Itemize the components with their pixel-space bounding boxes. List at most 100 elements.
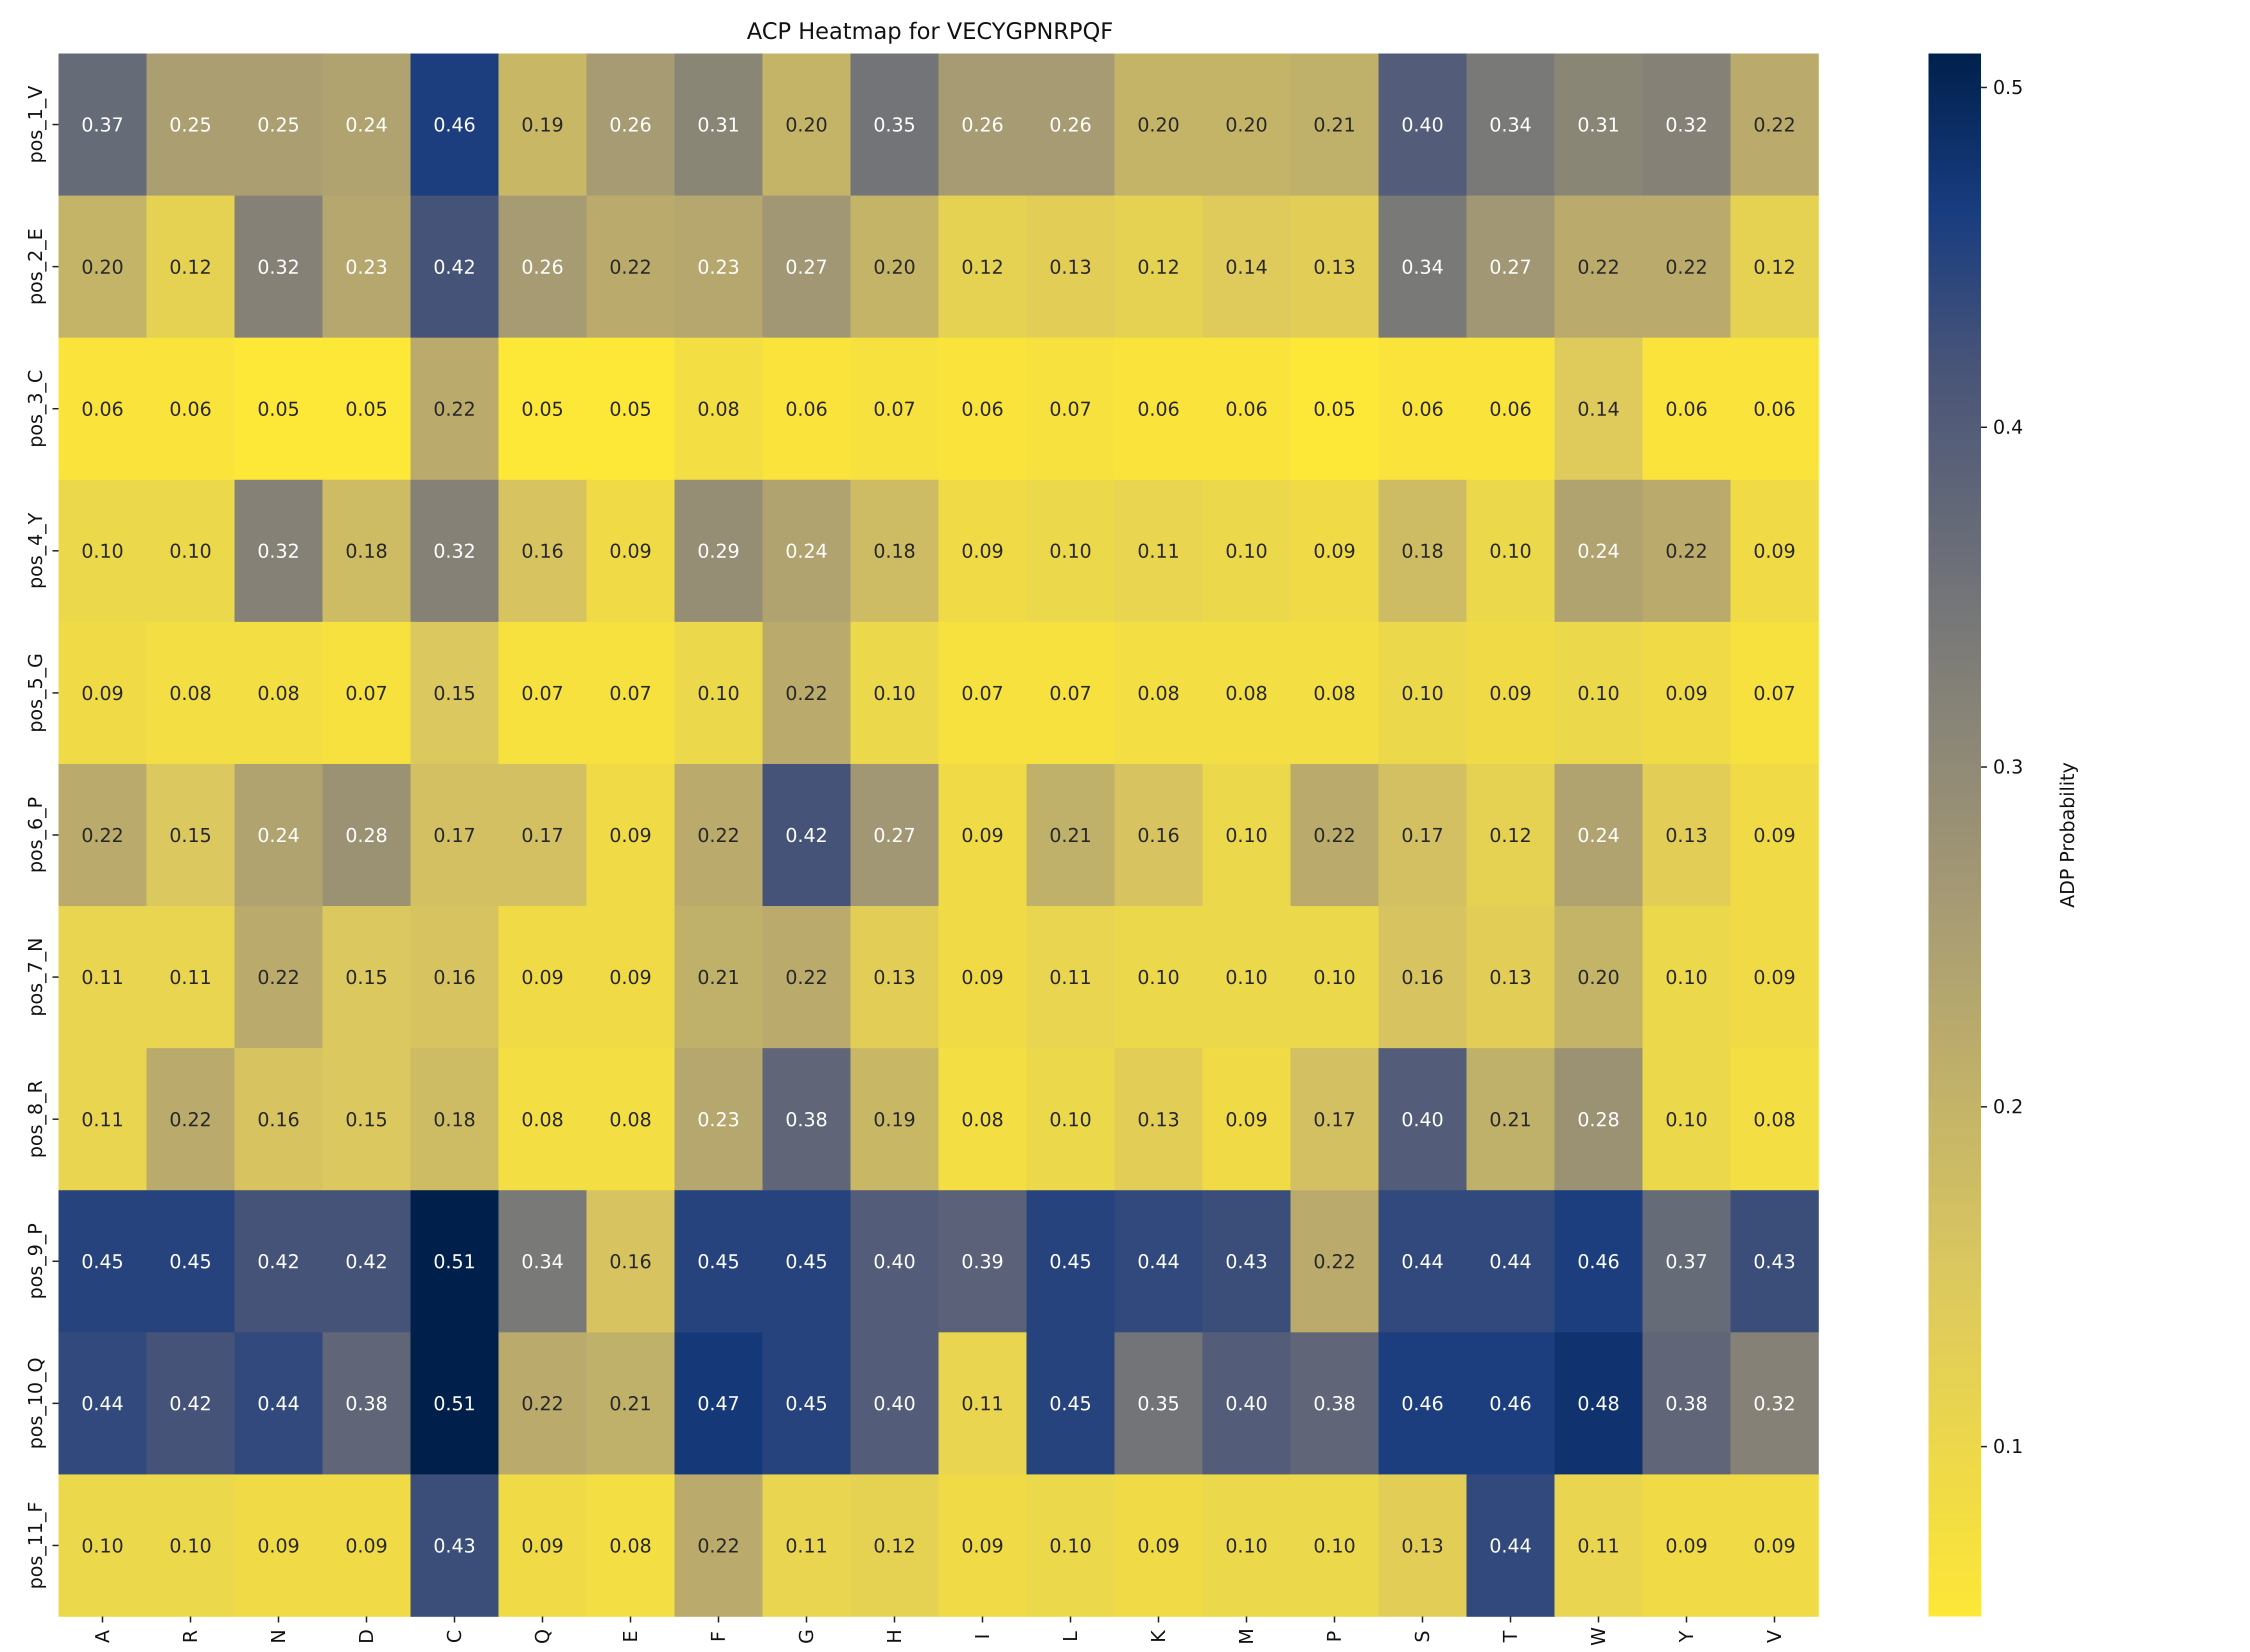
x-tick-label: I xyxy=(972,1634,994,1639)
cell-value-label: 0.18 xyxy=(434,1108,476,1130)
heatmap-cell xyxy=(498,906,587,1048)
heatmap-cell xyxy=(1554,906,1643,1048)
heatmap-cell xyxy=(850,1048,939,1191)
cell-value-label: 0.06 xyxy=(1490,398,1532,420)
heatmap-cell xyxy=(1202,196,1291,338)
cell-value-label: 0.34 xyxy=(1402,256,1444,278)
cell-value-label: 0.20 xyxy=(1578,966,1620,988)
heatmap-cell xyxy=(1466,338,1555,480)
cell-value-label: 0.11 xyxy=(1138,540,1180,562)
heatmap-cell xyxy=(1554,338,1643,480)
cell-value-label: 0.24 xyxy=(346,114,388,136)
cell-value-label: 0.12 xyxy=(962,256,1004,278)
cell-value-label: 0.09 xyxy=(522,1535,564,1557)
heatmap-cell xyxy=(234,1048,323,1191)
cell-value-label: 0.22 xyxy=(786,682,828,704)
cell-value-label: 0.14 xyxy=(1226,256,1268,278)
heatmap-cell xyxy=(762,764,851,906)
heatmap-cell xyxy=(58,1474,147,1617)
cell-value-label: 0.09 xyxy=(962,540,1004,562)
heatmap-cell xyxy=(234,338,323,480)
cell-value-label: 0.32 xyxy=(1754,1393,1796,1415)
heatmap-cell xyxy=(1554,1190,1643,1333)
heatmap-cell xyxy=(1114,1048,1203,1191)
cell-value-label: 0.09 xyxy=(522,966,564,988)
cell-value-label: 0.40 xyxy=(1402,1108,1444,1130)
cell-value-label: 0.09 xyxy=(962,824,1004,846)
cell-value-label: 0.08 xyxy=(1138,682,1180,704)
heatmap-cell xyxy=(410,1474,499,1617)
heatmap-cell xyxy=(674,1190,763,1333)
heatmap-cell xyxy=(1378,764,1467,906)
heatmap-cell xyxy=(1730,1048,1819,1191)
heatmap-cell xyxy=(938,480,1027,622)
cell-value-label: 0.08 xyxy=(962,1108,1004,1130)
cell-value-label: 0.29 xyxy=(698,540,740,562)
cell-value-label: 0.22 xyxy=(522,1393,564,1415)
heatmap-cell xyxy=(1730,338,1819,480)
cell-value-label: 0.07 xyxy=(1050,682,1092,704)
heatmap-cell xyxy=(850,622,939,764)
heatmap-cell xyxy=(1202,1048,1291,1191)
cell-value-label: 0.23 xyxy=(346,256,388,278)
cell-value-label: 0.10 xyxy=(1578,682,1620,704)
cell-value-label: 0.21 xyxy=(1050,824,1092,846)
heatmap-cell xyxy=(1642,196,1731,338)
x-tick-label: H xyxy=(884,1630,906,1644)
cell-value-label: 0.11 xyxy=(82,966,124,988)
heatmap-cell xyxy=(58,196,147,338)
cell-value-label: 0.46 xyxy=(1490,1393,1532,1415)
heatmap-cell xyxy=(410,622,499,764)
colorbar-tick-label: 0.5 xyxy=(1993,76,2023,98)
cell-value-label: 0.09 xyxy=(82,682,124,704)
cell-value-label: 0.11 xyxy=(82,1108,124,1130)
cell-value-label: 0.39 xyxy=(962,1251,1004,1273)
cell-value-label: 0.42 xyxy=(170,1393,212,1415)
heatmap-cells xyxy=(58,54,1819,1617)
cell-value-label: 0.21 xyxy=(698,966,740,988)
heatmap-cell xyxy=(498,1190,587,1333)
cell-value-label: 0.20 xyxy=(1138,114,1180,136)
heatmap-cell xyxy=(850,764,939,906)
x-tick-label: W xyxy=(1588,1627,1610,1646)
cell-value-label: 0.19 xyxy=(522,114,564,136)
cell-value-label: 0.45 xyxy=(786,1393,828,1415)
heatmap-cell xyxy=(1202,764,1291,906)
cell-value-label: 0.44 xyxy=(1402,1251,1444,1273)
heatmap-cell xyxy=(1026,906,1115,1048)
heatmap-cell xyxy=(674,196,763,338)
cell-value-label: 0.08 xyxy=(610,1535,652,1557)
heatmap-cell xyxy=(1026,54,1115,196)
cell-value-label: 0.32 xyxy=(258,256,300,278)
cell-value-label: 0.43 xyxy=(1226,1251,1268,1273)
heatmap-cell xyxy=(1466,1190,1555,1333)
cell-value-label: 0.10 xyxy=(1226,824,1268,846)
cell-value-label: 0.10 xyxy=(82,1535,124,1557)
x-tick-label: Y xyxy=(1676,1630,1698,1643)
heatmap-cell xyxy=(1202,480,1291,622)
colorbar-tick-label: 0.3 xyxy=(1993,756,2023,778)
heatmap-cell xyxy=(1114,54,1203,196)
heatmap-cell xyxy=(586,196,675,338)
heatmap-cell xyxy=(586,480,675,622)
heatmap-cell xyxy=(1730,906,1819,1048)
heatmap-cell xyxy=(1026,764,1115,906)
cell-value-label: 0.09 xyxy=(346,1535,388,1557)
cell-value-label: 0.12 xyxy=(1754,256,1796,278)
cell-value-label: 0.13 xyxy=(1402,1535,1444,1557)
heatmap-cell xyxy=(938,1474,1027,1617)
cell-value-label: 0.22 xyxy=(786,966,828,988)
heatmap-cell xyxy=(938,338,1027,480)
heatmap-cell xyxy=(498,338,587,480)
heatmap-cell xyxy=(322,1474,411,1617)
cell-value-label: 0.10 xyxy=(1314,1535,1356,1557)
cell-value-label: 0.34 xyxy=(1490,114,1532,136)
cell-value-label: 0.10 xyxy=(1226,966,1268,988)
cell-value-label: 0.32 xyxy=(258,540,300,562)
x-tick-label: L xyxy=(1060,1631,1082,1642)
cell-value-label: 0.16 xyxy=(522,540,564,562)
heatmap-cell xyxy=(674,1332,763,1475)
heatmap-cell xyxy=(850,338,939,480)
heatmap-cell xyxy=(938,54,1027,196)
cell-value-label: 0.27 xyxy=(1490,256,1532,278)
